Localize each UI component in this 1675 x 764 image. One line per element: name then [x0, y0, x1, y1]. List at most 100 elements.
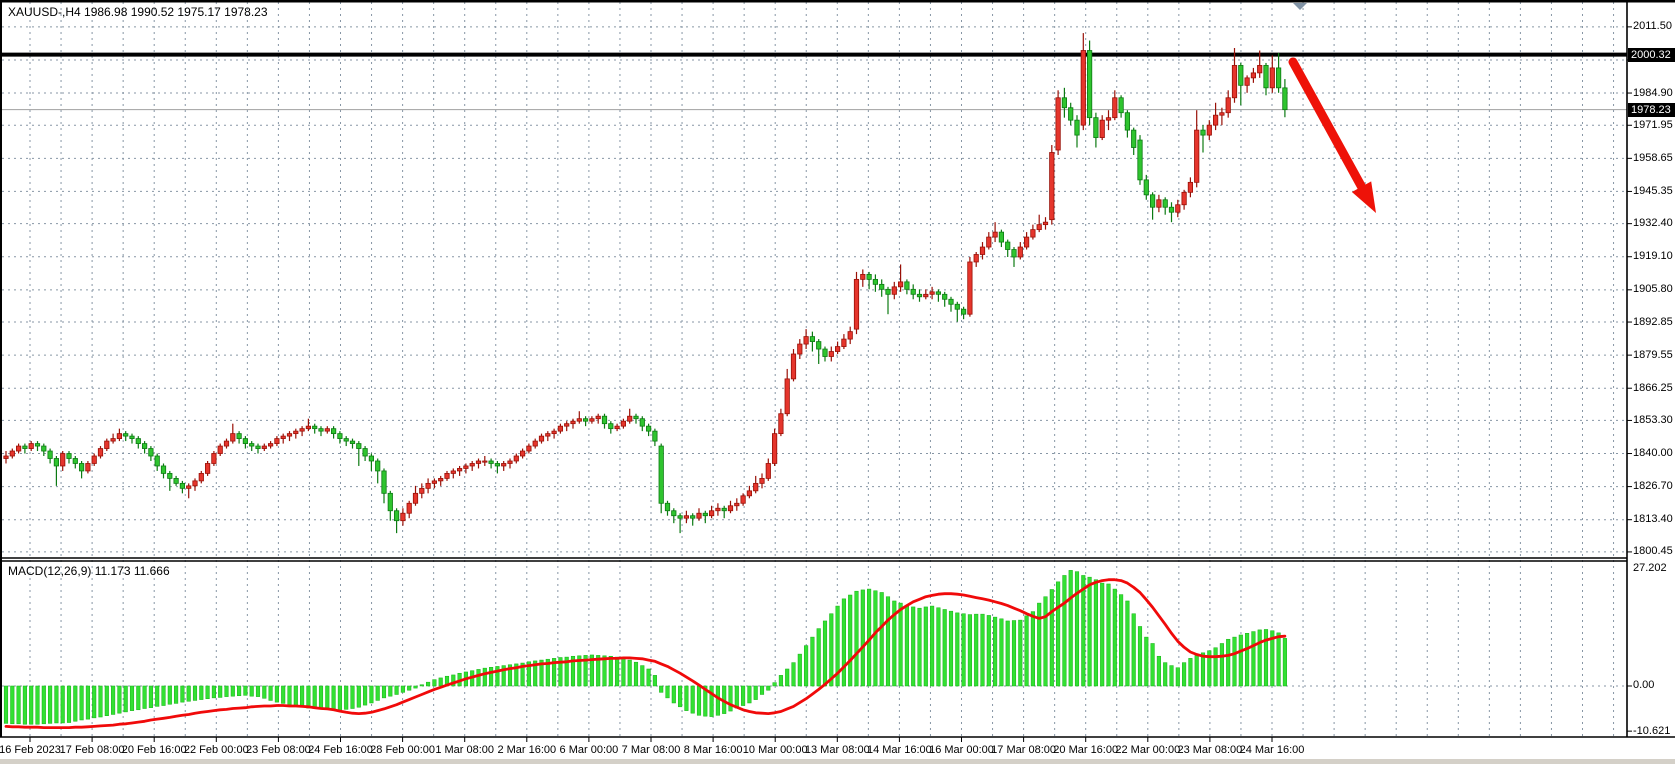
bull-candle: [557, 425, 564, 432]
time-axis-label: 8 Mar 16:00: [683, 744, 743, 756]
bull-candle: [293, 430, 299, 435]
bull-candle: [1250, 72, 1256, 79]
bull-candle: [891, 286, 897, 295]
bear-candle: [1005, 241, 1011, 250]
macd-bar: [1068, 570, 1073, 687]
macd-bar: [558, 657, 563, 687]
bull-candle: [324, 428, 330, 432]
macd-bar: [961, 613, 966, 687]
bear-candle: [34, 443, 41, 447]
bull-candle: [734, 502, 740, 507]
bull-candle: [1030, 229, 1036, 238]
bull-candle: [973, 254, 979, 263]
bull-candle: [400, 512, 406, 522]
macd-bar: [678, 685, 683, 708]
macd-bar: [797, 653, 802, 687]
bull-candle: [15, 445, 22, 452]
macd-signal-line: [4, 578, 1287, 729]
price-level-lines[interactable]: [0, 52, 1627, 111]
macd-bar: [375, 685, 380, 701]
bull-candle: [803, 336, 809, 345]
macd-bar: [237, 685, 242, 697]
macd-bar: [1131, 613, 1136, 687]
macd-bar: [249, 685, 254, 697]
macd-bar: [986, 615, 991, 687]
macd-bar: [1074, 571, 1080, 687]
macd-bar: [312, 685, 317, 709]
macd-bar: [1112, 588, 1117, 687]
time-axis-label: 1 Mar 08:00: [435, 744, 495, 756]
macd-bar: [230, 685, 235, 697]
macd-bar: [92, 685, 97, 719]
bear-candle: [179, 482, 185, 489]
bear-candle: [1263, 65, 1269, 89]
macd-indicator-label: MACD(12,26,9) 11.173 11.666: [8, 564, 170, 578]
macd-bar: [974, 613, 979, 687]
macd-histogram: [3, 570, 1287, 725]
macd-bar: [1011, 620, 1017, 687]
bull-candle: [589, 418, 595, 422]
bear-candle: [1131, 129, 1137, 148]
macd-bar: [337, 685, 342, 711]
time-axis-label: 20 Feb 16:00: [121, 744, 187, 756]
macd-bar: [407, 685, 412, 691]
macd-bar: [54, 685, 59, 724]
bull-candle: [790, 353, 797, 380]
bull-candle: [841, 338, 847, 347]
bull-candle: [1017, 246, 1023, 258]
bull-candle: [526, 445, 532, 452]
macd-bar: [759, 685, 765, 695]
bull-candle: [564, 423, 570, 427]
bull-candle: [450, 470, 456, 474]
macd-bar: [980, 613, 985, 687]
bear-candle: [1143, 179, 1149, 196]
macd-bar: [369, 685, 374, 704]
price-axis-label: 1984.90: [1633, 86, 1673, 99]
bull-candle: [110, 438, 116, 442]
bear-candle: [658, 445, 664, 504]
bull-candle: [853, 278, 860, 330]
macd-bar: [482, 667, 487, 687]
bear-candle: [47, 450, 53, 459]
macd-axis-label: -10.621: [1633, 724, 1671, 737]
time-axis-label: 16 Mar 00:00: [929, 744, 994, 756]
bear-candle: [904, 281, 910, 290]
macd-bar: [476, 669, 481, 687]
macd-bar: [155, 685, 160, 707]
macd-bar: [709, 685, 714, 717]
bear-candle: [375, 460, 381, 472]
price-axis-label: 1932.40: [1633, 217, 1673, 230]
bull-candle: [431, 480, 438, 484]
macd-bar: [356, 685, 361, 708]
bear-candle: [362, 448, 368, 457]
macd-bar: [904, 605, 909, 687]
macd-bar: [930, 605, 935, 687]
bull-candle: [28, 443, 34, 449]
bull-candle: [261, 445, 267, 449]
bear-candle: [872, 278, 879, 285]
bear-candle: [173, 478, 179, 484]
bear-candle: [721, 507, 727, 512]
bull-candle: [412, 492, 419, 504]
window-bottom-strip: [0, 759, 1675, 764]
bear-candle: [318, 428, 324, 432]
macd-bar: [923, 606, 928, 687]
bull-candle: [1024, 236, 1030, 248]
bull-candle: [545, 433, 551, 437]
bull-candle: [91, 455, 97, 464]
down-arrow-annotation[interactable]: [1288, 57, 1376, 213]
panel-borders: [0, 0, 1675, 738]
bull-candle: [709, 510, 715, 517]
bear-candle: [393, 510, 400, 522]
macd-bar: [577, 655, 582, 687]
bull-candle: [286, 433, 293, 437]
time-axis-label: 24 Mar 16:00: [1239, 744, 1305, 756]
macd-bar: [684, 685, 689, 711]
bull-candle: [230, 433, 236, 442]
bull-candle: [444, 473, 450, 479]
macd-bar: [1276, 632, 1281, 687]
bull-candle: [217, 445, 223, 454]
macd-bar: [652, 675, 657, 687]
bear-candle: [1276, 67, 1282, 89]
